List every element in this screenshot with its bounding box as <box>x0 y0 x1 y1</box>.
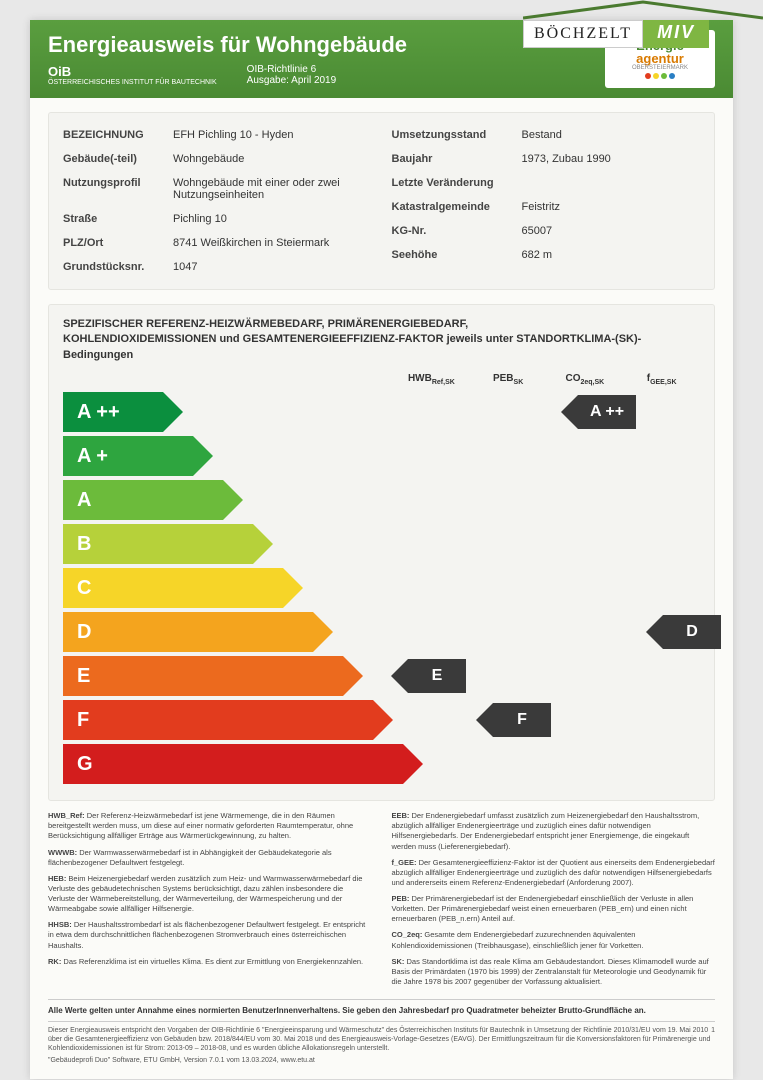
info-value: Bestand <box>522 129 701 141</box>
info-label: Gebäude(-teil) <box>63 153 173 165</box>
info-value: 1047 <box>173 261 372 273</box>
info-label: Umsetzungsstand <box>392 129 522 141</box>
info-label: Katastralgemeinde <box>392 201 522 213</box>
info-value: 1973, Zubau 1990 <box>522 153 701 165</box>
info-row: NutzungsprofilWohngebäude mit einer oder… <box>63 171 372 207</box>
info-value: Feistritz <box>522 201 701 213</box>
definition-item: HEB: Beim Heizenergiebedarf werden zusät… <box>48 874 372 915</box>
definition-item: HWB_Ref: Der Referenz-Heizwärmebedarf is… <box>48 811 372 841</box>
chart-column-header: HWBRef,SK <box>393 373 470 386</box>
info-value: EFH Pichling 10 - Hyden <box>173 129 372 141</box>
rating-arrow: A + <box>63 436 193 476</box>
page-title: Energieausweis für Wohngebäude <box>48 32 605 58</box>
footer-line1: Dieser Energieausweis entspricht den Vor… <box>48 1026 715 1053</box>
info-row: BEZEICHNUNGEFH Pichling 10 - Hyden <box>63 123 372 147</box>
page-number: 1 <box>711 1026 715 1035</box>
definition-item: EEB: Der Endenergiebedarf umfasst zusätz… <box>392 811 716 852</box>
chart-title-1: SPEZIFISCHER REFERENZ-HEIZWÄRMEBEDARF, P… <box>63 318 468 330</box>
info-label: Grundstücksnr. <box>63 261 173 273</box>
chart-row: G <box>63 744 700 784</box>
definition-item: CO_2eq: Gesamte dem Endenergiebedarf zuz… <box>392 930 716 950</box>
ausgabe: Ausgabe: April 2019 <box>247 75 337 86</box>
info-value: Pichling 10 <box>173 213 372 225</box>
chart-row: B <box>63 524 700 564</box>
info-label: Straße <box>63 213 173 225</box>
rating-arrow: F <box>63 700 373 740</box>
rating-arrow: C <box>63 568 283 608</box>
info-table: BEZEICHNUNGEFH Pichling 10 - HydenGebäud… <box>48 112 715 290</box>
info-row: PLZ/Ort8741 Weißkirchen in Steiermark <box>63 231 372 255</box>
chart-row: A + <box>63 436 700 476</box>
chart-column-header: fGEE,SK <box>623 373 700 386</box>
definition-item: PEB: Der Primärenergiebedarf ist der End… <box>392 894 716 924</box>
chart-column-header: PEBSK <box>470 373 547 386</box>
chart-row: DD <box>63 612 700 652</box>
chart-row: EE <box>63 656 700 696</box>
rating-marker: D <box>663 615 721 649</box>
info-row: Grundstücksnr.1047 <box>63 255 372 279</box>
definitions: HWB_Ref: Der Referenz-Heizwärmebedarf is… <box>48 811 715 993</box>
info-row: Letzte Veränderung <box>392 171 701 195</box>
chart-row: FF <box>63 700 700 740</box>
info-label: Seehöhe <box>392 249 522 261</box>
oib-logo: OiB ÖSTERREICHISCHES INSTITUT FÜR BAUTEC… <box>48 64 217 86</box>
chart-title-2: KOHLENDIOXIDEMISSIONEN und GESAMTENERGIE… <box>63 333 641 360</box>
rating-marker: E <box>408 659 466 693</box>
info-label: BEZEICHNUNG <box>63 129 173 141</box>
chart-row: C <box>63 568 700 608</box>
rating-arrow: E <box>63 656 343 696</box>
energy-chart: SPEZIFISCHER REFERENZ-HEIZWÄRMEBEDARF, P… <box>48 304 715 801</box>
definition-item: SK: Das Standortklima ist das reale Klim… <box>392 957 716 987</box>
info-row: UmsetzungsstandBestand <box>392 123 701 147</box>
rating-arrow: G <box>63 744 403 784</box>
definition-item: WWWB: Der Warmwasserwärmebedarf ist in A… <box>48 848 372 868</box>
rating-arrow: A ++ <box>63 392 163 432</box>
rating-marker: A ++ <box>578 395 636 429</box>
info-label: Letzte Veränderung <box>392 177 522 189</box>
info-label: PLZ/Ort <box>63 237 173 249</box>
definition-item: RK: Das Referenzklima ist ein virtuelles… <box>48 957 372 967</box>
info-row: StraßePichling 10 <box>63 207 372 231</box>
info-label: KG-Nr. <box>392 225 522 237</box>
chart-column-header: CO2eq,SK <box>547 373 624 386</box>
info-value <box>522 177 701 189</box>
rating-arrow: B <box>63 524 253 564</box>
footnote-bold: Alle Werte gelten unter Annahme eines no… <box>48 999 715 1015</box>
info-value: 682 m <box>522 249 701 261</box>
chart-row: A <box>63 480 700 520</box>
definition-item: HHSB: Der Haushaltsstrombedarf ist als f… <box>48 920 372 950</box>
info-row: Gebäude(-teil)Wohngebäude <box>63 147 372 171</box>
info-value: Wohngebäude mit einer oder zwei Nutzungs… <box>173 177 372 201</box>
info-value: 65007 <box>522 225 701 237</box>
info-label: Nutzungsprofil <box>63 177 173 201</box>
info-row: Seehöhe682 m <box>392 243 701 267</box>
watermark-brand: MIV <box>643 20 709 48</box>
richtlinie: OIB-Richtlinie 6 <box>247 64 337 75</box>
definition-item: f_GEE: Der Gesamtenergieeffizienz-Faktor… <box>392 858 716 888</box>
chart-row: A ++ A ++ <box>63 392 700 432</box>
footer-line2: "Gebäudeprofi Duo" Software, ETU GmbH, V… <box>48 1056 715 1065</box>
rating-marker: F <box>493 703 551 737</box>
info-row: KatastralgemeindeFeistritz <box>392 195 701 219</box>
info-row: Baujahr1973, Zubau 1990 <box>392 147 701 171</box>
rating-arrow: D <box>63 612 313 652</box>
info-label: Baujahr <box>392 153 522 165</box>
watermark-logo: BÖCHZELT MIV <box>523 0 763 48</box>
info-row: KG-Nr.65007 <box>392 219 701 243</box>
watermark-name: BÖCHZELT <box>523 20 643 48</box>
document-page: Energieausweis für Wohngebäude OiB ÖSTER… <box>30 20 733 1079</box>
rating-arrow: A <box>63 480 223 520</box>
info-value: Wohngebäude <box>173 153 372 165</box>
info-value: 8741 Weißkirchen in Steiermark <box>173 237 372 249</box>
footer: 1 Dieser Energieausweis entspricht den V… <box>48 1021 715 1065</box>
